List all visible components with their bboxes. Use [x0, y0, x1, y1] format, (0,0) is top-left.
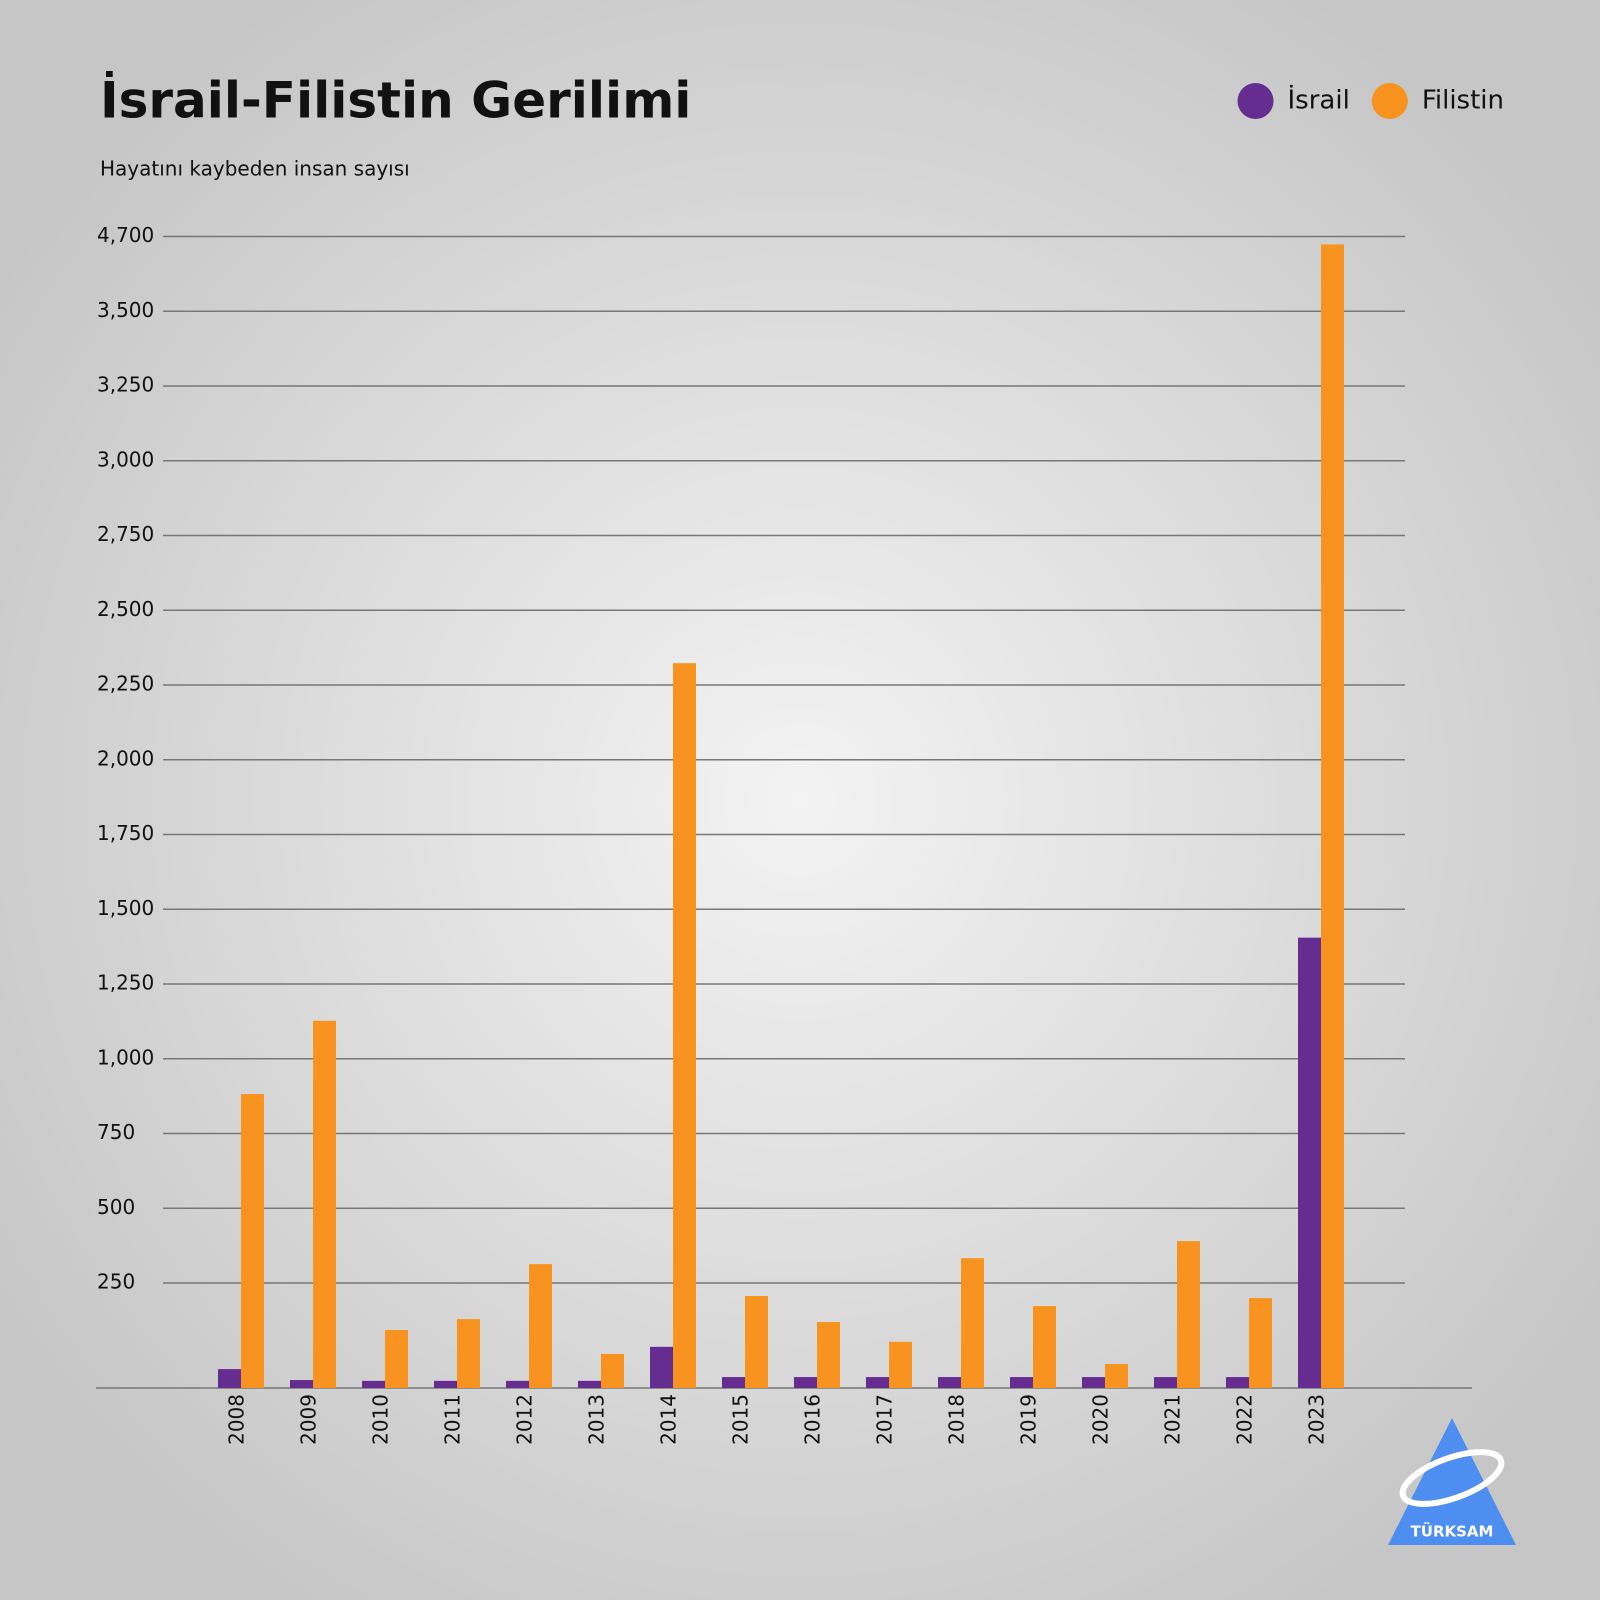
chart-subtitle: Hayatını kaybeden insan sayısı — [100, 157, 410, 181]
x-tick-label: 2013 — [585, 1394, 609, 1445]
legend-swatch — [1371, 83, 1408, 119]
bar — [1105, 1364, 1128, 1388]
x-tick-label: 2020 — [1089, 1394, 1113, 1445]
legend-label: Filistin — [1422, 86, 1504, 116]
bar — [1321, 244, 1344, 1388]
y-tick-label: 3,500 — [97, 298, 154, 322]
bar — [1249, 1298, 1272, 1388]
x-tick-label: 2017 — [873, 1394, 897, 1445]
bar — [650, 1346, 673, 1388]
x-tick-label: 2023 — [1305, 1394, 1329, 1445]
legend-label: İsrail — [1288, 84, 1350, 116]
x-tick-label: 2010 — [369, 1394, 393, 1445]
y-tick-label: 1,500 — [97, 896, 154, 920]
bar — [722, 1377, 745, 1388]
bar — [889, 1341, 912, 1388]
bar — [1177, 1241, 1200, 1388]
bar — [601, 1353, 624, 1388]
bar — [1298, 937, 1321, 1388]
x-tick-label: 2011 — [441, 1394, 465, 1445]
x-tick-label: 2014 — [657, 1394, 681, 1445]
bar — [673, 663, 696, 1388]
x-tick-label: 2019 — [1017, 1394, 1041, 1445]
logo: TÜRKSAM — [1388, 1418, 1516, 1545]
bar — [794, 1377, 817, 1388]
bar — [434, 1380, 457, 1388]
x-tick-label: 2012 — [513, 1394, 537, 1445]
x-tick-label: 2009 — [297, 1394, 321, 1445]
y-tick-label: 500 — [97, 1195, 135, 1219]
bar — [313, 1020, 336, 1388]
y-tick-label: 2,000 — [97, 746, 154, 770]
legend-swatch — [1237, 83, 1274, 119]
bar — [578, 1380, 601, 1388]
bar — [1082, 1377, 1105, 1388]
bar — [529, 1264, 552, 1388]
y-tick-label: 250 — [97, 1270, 135, 1294]
x-tick-label: 2021 — [1161, 1394, 1185, 1445]
y-tick-label: 2,250 — [97, 672, 154, 696]
bar — [745, 1296, 768, 1388]
chart-title: İsrail-Filistin Gerilimi — [100, 72, 691, 130]
bar — [385, 1330, 408, 1388]
x-tick-label: 2022 — [1233, 1394, 1257, 1445]
x-tick-label: 2016 — [801, 1394, 825, 1445]
bar — [961, 1258, 984, 1388]
y-tick-label: 2,500 — [97, 597, 154, 621]
bar — [1154, 1377, 1177, 1388]
x-tick-label: 2015 — [729, 1394, 753, 1445]
y-tick-label: 1,250 — [97, 971, 154, 995]
bar — [1010, 1377, 1033, 1388]
bar — [241, 1094, 264, 1388]
bar — [866, 1377, 889, 1388]
bar — [938, 1377, 961, 1388]
logo-ring — [1399, 1449, 1505, 1507]
y-tick-label: 1,750 — [97, 821, 154, 845]
bar — [1033, 1306, 1056, 1388]
y-tick-label: 2,750 — [97, 522, 154, 546]
bar — [218, 1369, 241, 1388]
x-tick-label: 2018 — [945, 1394, 969, 1445]
x-tick-label: 2008 — [225, 1394, 249, 1445]
y-tick-label: 750 — [97, 1120, 135, 1144]
bar — [362, 1380, 385, 1388]
logo-triangle — [1388, 1418, 1516, 1545]
bar — [817, 1322, 840, 1388]
y-tick-label: 3,250 — [97, 373, 154, 397]
y-tick-label: 4,700 — [97, 223, 154, 247]
logo-text: TÜRKSAM — [1411, 1522, 1494, 1541]
bar — [506, 1380, 529, 1388]
y-tick-label: 3,000 — [97, 447, 154, 471]
y-tick-label: 1,000 — [97, 1045, 154, 1069]
bar — [1226, 1377, 1249, 1388]
bar — [290, 1380, 313, 1388]
bar — [457, 1319, 480, 1388]
